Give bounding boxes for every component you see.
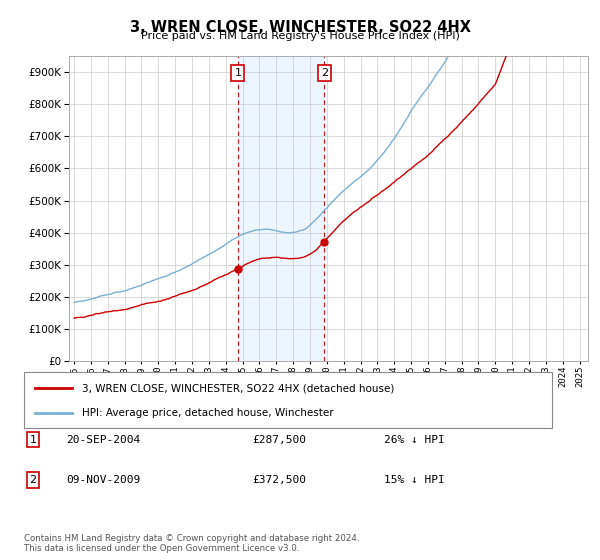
Text: 09-NOV-2009: 09-NOV-2009: [66, 475, 140, 485]
Text: 1: 1: [29, 435, 37, 445]
Bar: [238, 56, 324, 361]
Text: 15% ↓ HPI: 15% ↓ HPI: [384, 475, 445, 485]
Text: 1: 1: [235, 68, 241, 78]
Text: 26% ↓ HPI: 26% ↓ HPI: [384, 435, 445, 445]
Text: 3, WREN CLOSE, WINCHESTER, SO22 4HX (detached house): 3, WREN CLOSE, WINCHESTER, SO22 4HX (det…: [82, 383, 394, 393]
Text: Price paid vs. HM Land Registry's House Price Index (HPI): Price paid vs. HM Land Registry's House …: [140, 31, 460, 41]
Text: 2: 2: [29, 475, 37, 485]
Text: Contains HM Land Registry data © Crown copyright and database right 2024.
This d: Contains HM Land Registry data © Crown c…: [24, 534, 359, 553]
Text: £287,500: £287,500: [252, 435, 306, 445]
FancyBboxPatch shape: [24, 372, 552, 428]
Text: 20-SEP-2004: 20-SEP-2004: [66, 435, 140, 445]
Text: HPI: Average price, detached house, Winchester: HPI: Average price, detached house, Winc…: [82, 408, 334, 418]
Text: £372,500: £372,500: [252, 475, 306, 485]
Text: 2: 2: [321, 68, 328, 78]
Text: 3, WREN CLOSE, WINCHESTER, SO22 4HX: 3, WREN CLOSE, WINCHESTER, SO22 4HX: [130, 20, 470, 35]
